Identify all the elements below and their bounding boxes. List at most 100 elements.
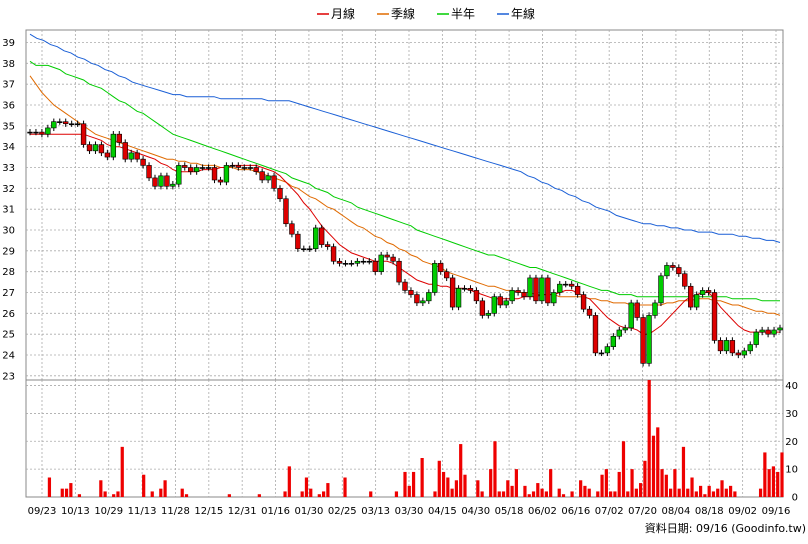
volume-bar	[767, 469, 771, 497]
volume-bar	[728, 485, 733, 497]
candle-body	[33, 131, 39, 134]
volume-bar	[69, 483, 73, 497]
volume-bar	[544, 491, 548, 497]
volume-bar	[304, 477, 309, 497]
candle-body	[420, 300, 426, 304]
candle-body	[366, 260, 372, 263]
price-y-axis: 23 24 25 26 27 28 29 30 31 32 33 34 35 36 37 38 39	[2, 38, 15, 382]
candle-body	[527, 277, 533, 297]
volume-bar	[446, 477, 450, 497]
volume-bar	[681, 446, 686, 497]
candle-body	[164, 175, 170, 187]
volume-bar	[531, 491, 536, 497]
volume-bar	[437, 460, 441, 497]
volume-bar	[583, 485, 587, 497]
volume-bar	[707, 485, 711, 497]
x-tick-label: 08/18	[695, 506, 724, 517]
ma20-legend-label: 月線	[331, 6, 355, 21]
volume-bar	[771, 466, 776, 497]
candle-body	[682, 273, 688, 287]
volume-bar	[630, 469, 634, 497]
candle-body	[753, 331, 759, 345]
candle-body	[705, 290, 712, 293]
volume-bar	[454, 480, 459, 497]
price-y-tick-label: 38	[2, 59, 15, 70]
volume-bar	[617, 471, 621, 497]
ma20-line	[30, 133, 780, 335]
volume-bar	[596, 491, 600, 497]
volume-bar	[514, 469, 518, 497]
volume-bar	[540, 488, 544, 497]
candle-body	[670, 265, 676, 268]
volume-bar	[407, 485, 411, 497]
candle-body	[640, 317, 646, 364]
candle-body	[622, 327, 628, 331]
candle-body	[289, 223, 295, 235]
volume-bar	[47, 477, 52, 497]
volume-bar	[116, 491, 120, 497]
x-tick-label: 11/28	[161, 506, 190, 517]
volume-bar	[711, 491, 716, 497]
volume-bar	[673, 469, 677, 497]
volume-bar	[527, 494, 531, 497]
candle-body	[574, 285, 581, 295]
candle-body	[336, 260, 343, 264]
volume-bar	[411, 471, 416, 497]
volume-bar	[459, 444, 463, 497]
x-tick-label: 05/18	[495, 506, 524, 517]
volume-bar	[501, 491, 506, 497]
x-tick-label: 03/30	[395, 506, 424, 517]
volume-bar	[690, 477, 694, 497]
candle-body	[57, 121, 63, 123]
volume-bar	[112, 494, 116, 497]
volume-bar	[634, 488, 638, 497]
volume-bar	[506, 480, 510, 497]
volume-bar	[184, 494, 189, 497]
volume-bar	[660, 469, 664, 497]
x-tick-label: 07/20	[628, 506, 657, 517]
volume-bar	[493, 441, 497, 497]
volume-bar	[489, 469, 493, 497]
candle-body	[68, 123, 75, 126]
candle-body	[253, 167, 259, 172]
volume-y-tick-label: 20	[785, 437, 798, 448]
candle-body	[110, 133, 117, 158]
candle-body	[568, 283, 575, 287]
candle-body	[283, 198, 289, 225]
volume-bar	[763, 452, 767, 497]
candle-body	[765, 329, 771, 335]
volume-bar	[257, 494, 261, 497]
volume-bar	[536, 483, 540, 497]
price-y-tick-label: 29	[2, 246, 15, 257]
candle-body	[521, 292, 527, 297]
candle-body	[158, 175, 164, 187]
candle-body	[223, 165, 230, 183]
candle-body	[74, 123, 81, 126]
volume-bar	[656, 427, 660, 497]
candle-body	[741, 350, 747, 356]
candle-body	[604, 346, 611, 354]
candle-body	[717, 340, 724, 352]
candle-body	[152, 177, 158, 187]
x-tick-label: 08/04	[661, 506, 690, 517]
candle-body	[354, 260, 361, 264]
candle-body	[664, 265, 670, 277]
price-y-tick-label: 35	[2, 121, 15, 132]
candle-body	[449, 277, 456, 308]
price-plot-area	[25, 29, 784, 381]
ma240-line	[29, 33, 781, 243]
candle-body	[586, 308, 593, 316]
volume-y-axis: 0 10 20 30 40	[785, 381, 798, 503]
volume-bar	[180, 488, 184, 497]
volume-bar	[120, 446, 124, 497]
volume-bar	[394, 491, 399, 497]
candle-body	[348, 263, 355, 265]
candle-body	[229, 165, 236, 167]
ma60-legend-label: 季線	[391, 6, 415, 21]
candle-body	[313, 227, 319, 250]
candle-body	[628, 302, 634, 329]
candle-body	[211, 167, 218, 181]
volume-bar	[669, 488, 673, 497]
volume-bar	[621, 441, 626, 497]
